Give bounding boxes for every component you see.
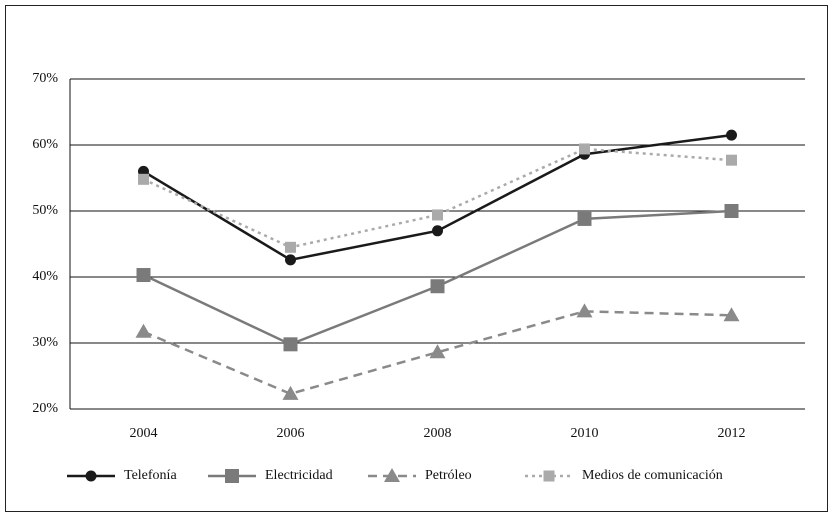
marker bbox=[726, 154, 737, 166]
marker bbox=[85, 470, 97, 482]
marker bbox=[579, 143, 590, 155]
marker bbox=[283, 337, 298, 352]
x-tick-label: 2004 bbox=[130, 426, 158, 441]
legend-label: Medios de comunicación bbox=[582, 468, 723, 483]
marker bbox=[432, 209, 443, 221]
marker bbox=[138, 173, 149, 185]
x-tick-label: 2010 bbox=[571, 426, 599, 441]
marker bbox=[577, 211, 592, 226]
frame bbox=[5, 5, 828, 512]
y-tick-label: 30% bbox=[32, 335, 58, 350]
marker bbox=[724, 204, 739, 218]
legend-label: Petróleo bbox=[425, 468, 472, 483]
marker bbox=[432, 225, 443, 237]
marker bbox=[225, 469, 239, 483]
y-tick-label: 60% bbox=[32, 137, 58, 152]
marker bbox=[285, 254, 296, 266]
series-line bbox=[143, 310, 732, 396]
marker bbox=[576, 303, 593, 318]
marker bbox=[543, 470, 555, 482]
x-tick-label: 2006 bbox=[277, 426, 305, 441]
marker bbox=[136, 268, 151, 283]
series-line bbox=[142, 147, 732, 249]
x-tick-label: 2008 bbox=[424, 426, 452, 441]
marker bbox=[285, 241, 296, 253]
marker bbox=[282, 385, 299, 400]
marker bbox=[723, 307, 740, 322]
marker bbox=[429, 344, 446, 359]
marker bbox=[135, 323, 152, 338]
y-tick-label: 50% bbox=[32, 203, 58, 218]
marker bbox=[384, 468, 400, 482]
marker bbox=[430, 279, 445, 294]
legend-label: Telefonía bbox=[124, 468, 177, 483]
y-tick-label: 20% bbox=[32, 401, 58, 416]
marker bbox=[726, 129, 737, 141]
legend-label: Electricidad bbox=[265, 468, 333, 483]
x-tick-label: 2012 bbox=[718, 426, 746, 441]
y-tick-label: 40% bbox=[32, 269, 58, 284]
y-tick-label: 70% bbox=[32, 71, 58, 86]
